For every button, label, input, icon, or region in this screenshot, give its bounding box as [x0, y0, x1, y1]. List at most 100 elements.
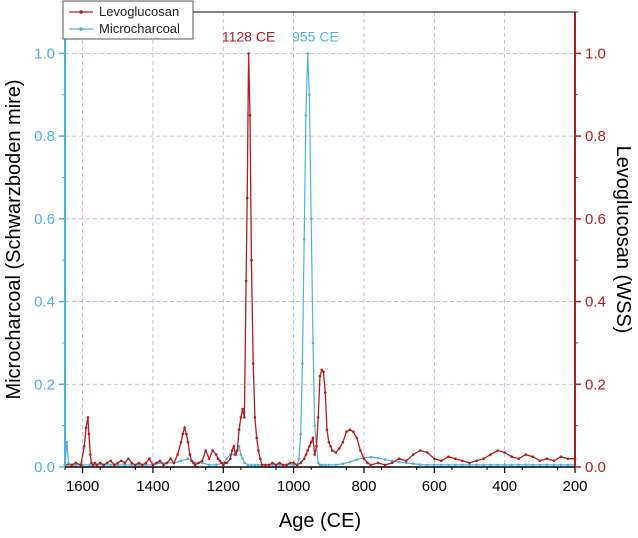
data-point — [281, 463, 285, 467]
data-point — [207, 463, 211, 467]
data-point — [524, 463, 528, 467]
data-point — [130, 463, 134, 467]
legend-label-microcharcoal: Microcharcoal — [99, 21, 180, 36]
data-point — [250, 463, 253, 467]
legend-marker-microcharcoal — [79, 27, 83, 31]
data-point — [190, 459, 193, 463]
data-point — [116, 463, 120, 467]
data-point — [243, 416, 246, 419]
data-point — [185, 432, 188, 436]
data-point — [369, 455, 373, 459]
data-point — [433, 463, 436, 467]
data-point — [411, 462, 415, 466]
data-point — [162, 463, 165, 467]
data-point — [148, 457, 151, 461]
data-point — [397, 460, 401, 464]
data-point — [433, 457, 436, 461]
x-tick-label: 600 — [422, 478, 447, 495]
data-point — [345, 430, 348, 434]
data-point — [158, 459, 162, 463]
data-point — [74, 461, 77, 465]
data-point — [91, 463, 95, 467]
data-point — [306, 449, 310, 452]
y-left-tick-label: 1.0 — [34, 45, 55, 62]
data-point — [239, 453, 243, 456]
data-point — [79, 463, 83, 467]
x-axis-title: Age (CE) — [279, 510, 361, 532]
data-point — [260, 463, 264, 467]
x-tick-label: 1400 — [136, 478, 169, 495]
annotation-levoglucosan-peak: 1128 CE — [222, 28, 275, 44]
data-point — [218, 459, 222, 463]
data-point — [292, 463, 295, 467]
data-point — [383, 458, 387, 461]
data-point — [510, 455, 513, 459]
data-point — [116, 461, 120, 465]
data-point — [338, 447, 341, 450]
data-point — [255, 436, 258, 440]
data-point — [179, 459, 183, 463]
data-point — [271, 463, 274, 467]
data-point — [248, 114, 252, 117]
data-point — [70, 463, 74, 467]
data-point — [545, 457, 549, 461]
data-point — [88, 463, 91, 467]
data-point — [411, 453, 415, 456]
data-point — [322, 370, 325, 374]
data-point — [348, 428, 352, 432]
data-point — [313, 424, 317, 427]
data-point — [257, 449, 260, 452]
data-point — [285, 463, 288, 467]
data-point — [503, 451, 507, 454]
y-left-tick-label: 0.4 — [34, 294, 55, 311]
series-points-microcharcoal — [63, 52, 577, 467]
annotation-microcharcoal-peak: 955 CE — [292, 28, 339, 44]
data-point — [334, 451, 338, 454]
data-point — [109, 459, 112, 463]
data-point — [237, 445, 241, 448]
data-point — [258, 457, 262, 461]
data-point — [237, 428, 241, 432]
data-point — [220, 461, 223, 465]
data-point — [86, 416, 90, 419]
data-point — [183, 426, 186, 430]
data-point — [65, 440, 69, 444]
legend: Levoglucosan Microcharcoal — [62, 0, 194, 40]
data-point — [264, 463, 267, 467]
data-point — [309, 440, 313, 444]
data-point — [225, 457, 229, 461]
data-point — [482, 457, 485, 461]
data-point — [241, 407, 244, 411]
data-point — [295, 463, 299, 467]
data-point — [418, 463, 422, 466]
data-point — [229, 457, 232, 461]
data-point — [288, 461, 292, 465]
data-point — [179, 440, 183, 444]
data-point — [302, 238, 306, 241]
data-point — [454, 457, 457, 461]
data-point — [186, 440, 190, 444]
data-point — [253, 416, 257, 419]
data-point — [390, 461, 394, 465]
data-point — [98, 461, 102, 465]
data-point — [74, 463, 77, 467]
data-point — [475, 459, 478, 463]
data-point — [318, 374, 322, 378]
data-point — [67, 461, 70, 465]
data-point — [278, 463, 281, 467]
data-point — [531, 455, 535, 459]
data-point — [120, 459, 123, 463]
data-point — [141, 463, 144, 467]
x-axis-ticks: 1600 1400 1200 1000 800 600 400 200 — [64, 467, 588, 495]
data-point — [89, 453, 92, 456]
data-point — [331, 449, 334, 452]
data-point — [503, 463, 507, 467]
data-point — [247, 52, 250, 55]
data-point — [489, 463, 492, 467]
data-point — [468, 461, 471, 465]
data-point — [246, 463, 250, 467]
data-point — [241, 457, 244, 461]
data-point — [245, 196, 249, 200]
data-point — [313, 453, 317, 456]
